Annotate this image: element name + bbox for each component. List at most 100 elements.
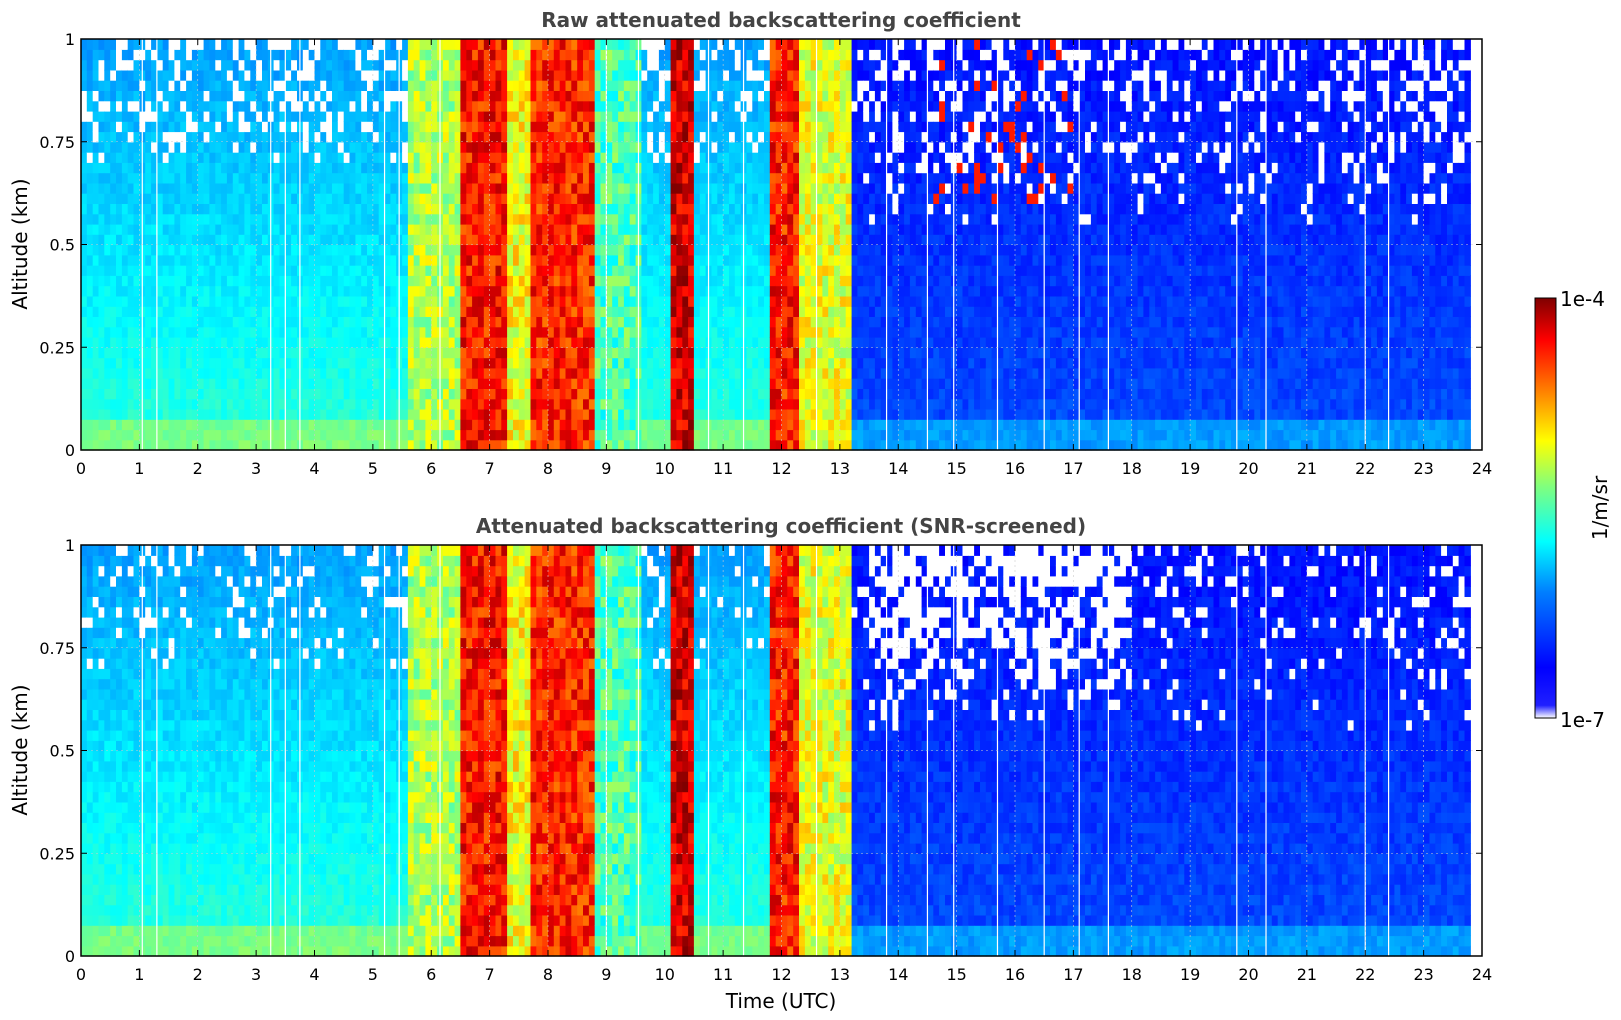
heatmap-cell <box>209 183 215 194</box>
heatmap-cell <box>431 337 437 348</box>
heatmap-cell <box>186 316 192 327</box>
heatmap-cell <box>93 60 99 71</box>
heatmap-cell <box>414 142 420 153</box>
heatmap-cell <box>326 327 332 338</box>
heatmap-cell <box>338 121 344 132</box>
heatmap-cell <box>204 142 210 153</box>
heatmap-cell <box>338 286 344 297</box>
heatmap-cell <box>198 224 204 235</box>
heatmap-cell <box>390 132 396 143</box>
heatmap-cell <box>408 60 414 71</box>
heatmap-cell <box>332 90 338 101</box>
heatmap-cell <box>163 80 169 91</box>
heatmap-cell <box>402 183 408 194</box>
heatmap-cell <box>315 39 321 50</box>
heatmap-cell <box>244 121 250 132</box>
heatmap-cell <box>455 245 461 256</box>
heatmap-cell <box>350 419 356 430</box>
heatmap-cell <box>134 306 140 317</box>
heatmap-cell <box>367 296 373 307</box>
heatmap-cell <box>116 409 122 420</box>
heatmap-cell <box>169 255 175 266</box>
heatmap-cell <box>338 316 344 327</box>
heatmap-cell <box>157 80 163 91</box>
heatmap-cell <box>81 358 87 369</box>
heatmap-cell <box>408 162 414 173</box>
heatmap-cell <box>291 39 297 50</box>
heatmap-cell <box>315 203 321 214</box>
heatmap-cell <box>420 378 426 389</box>
heatmap-cell <box>116 388 122 399</box>
heatmap-cell <box>186 419 192 430</box>
heatmap-cell <box>332 234 338 245</box>
heatmap-cell <box>256 234 262 245</box>
heatmap-cell <box>466 111 472 122</box>
heatmap-cell <box>443 101 449 112</box>
heatmap-cell <box>455 80 461 91</box>
heatmap-cell <box>355 245 361 256</box>
heatmap-cell <box>174 70 180 81</box>
heatmap-cell <box>227 429 233 440</box>
heatmap-cell <box>274 60 280 71</box>
heatmap-cell <box>466 265 472 276</box>
heatmap-cell <box>402 111 408 122</box>
heatmap-cell <box>344 265 350 276</box>
heatmap-cell <box>81 327 87 338</box>
heatmap-cell <box>256 286 262 297</box>
heatmap-cell <box>373 234 379 245</box>
heatmap-cell <box>320 70 326 81</box>
heatmap-cell <box>285 152 291 163</box>
heatmap-cell <box>192 419 198 430</box>
heatmap-cell <box>326 255 332 266</box>
heatmap-cell <box>104 316 110 327</box>
heatmap-cell <box>431 419 437 430</box>
heatmap-cell <box>221 245 227 256</box>
heatmap-cell <box>455 224 461 235</box>
heatmap-cell <box>274 368 280 379</box>
heatmap-cell <box>250 265 256 276</box>
heatmap-cell <box>367 275 373 286</box>
heatmap-cell <box>373 173 379 184</box>
heatmap-cell <box>87 142 93 153</box>
heatmap-cell <box>99 121 105 132</box>
heatmap-cell <box>291 162 297 173</box>
heatmap-cell <box>455 327 461 338</box>
heatmap-cell <box>163 111 169 122</box>
heatmap-cell <box>209 255 215 266</box>
heatmap-cell <box>344 152 350 163</box>
heatmap-cell <box>402 358 408 369</box>
heatmap-cell <box>315 327 321 338</box>
heatmap-cell <box>221 358 227 369</box>
heatmap-cell <box>425 316 431 327</box>
heatmap-cell <box>274 152 280 163</box>
heatmap-cell <box>408 275 414 286</box>
heatmap-cell <box>455 306 461 317</box>
heatmap-cell <box>145 316 151 327</box>
heatmap-cell <box>145 409 151 420</box>
heatmap-cell <box>163 429 169 440</box>
heatmap-cell <box>466 337 472 348</box>
heatmap-cell <box>256 296 262 307</box>
heatmap-cell <box>134 388 140 399</box>
heatmap-cell <box>425 368 431 379</box>
heatmap-cell <box>291 173 297 184</box>
heatmap-cell <box>326 234 332 245</box>
heatmap-cell <box>326 142 332 153</box>
heatmap-cell <box>110 327 116 338</box>
heatmap-cell <box>204 378 210 389</box>
heatmap-cell <box>355 111 361 122</box>
heatmap-cell <box>134 358 140 369</box>
heatmap-cell <box>256 162 262 173</box>
heatmap-cell <box>192 90 198 101</box>
heatmap-cell <box>169 60 175 71</box>
heatmap-cell <box>209 429 215 440</box>
heatmap-cell <box>408 121 414 132</box>
heatmap-cell <box>186 255 192 266</box>
heatmap-cell <box>110 214 116 225</box>
heatmap-cell <box>402 440 408 451</box>
heatmap-cell <box>315 224 321 235</box>
heatmap-cell <box>431 245 437 256</box>
heatmap-cell <box>361 49 367 60</box>
heatmap-cell <box>209 296 215 307</box>
heatmap-cell <box>291 214 297 225</box>
